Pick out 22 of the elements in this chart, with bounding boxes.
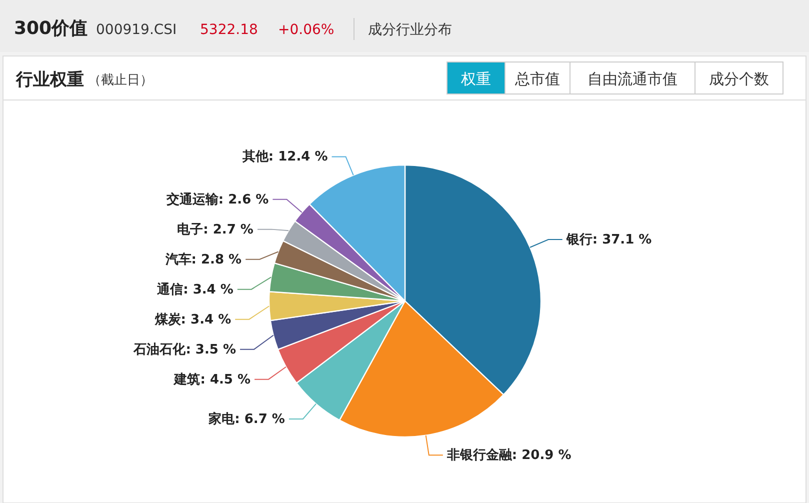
text: 000919.CSI (96, 22, 177, 38)
slice-label: 交通运输: 2.6 % (165, 191, 269, 208)
slice-label: 电子: 2.7 % (177, 222, 254, 238)
slice-label: 建筑: 4.5 % (173, 372, 251, 388)
slice-label: 石油石化: 3.5 % (132, 342, 236, 358)
slice-label: 家电: 6.7 % (208, 410, 285, 427)
slice-label: 汽车: 2.8 % (164, 251, 242, 268)
text: 5322.18 (200, 22, 258, 38)
text: 权重 (460, 70, 491, 88)
slice-label: 煤炭: 3.4 % (154, 312, 232, 328)
text: 总市值 (514, 70, 560, 88)
text: 自由流通市值 (588, 70, 678, 88)
slice-label: 银行: 37.1 % (565, 232, 652, 248)
slice-label: 其他: 12.4 % (241, 150, 328, 165)
text: 300价值 (14, 18, 88, 39)
chart-subtitle: （截止日） (88, 73, 153, 88)
slice-label: 非银行金融: 20.9 % (446, 448, 572, 464)
chart-title: 行业权重 (15, 70, 84, 90)
slice-label: 通信: 3.4 % (156, 281, 234, 298)
text: 成分个数 (709, 70, 769, 88)
text: 成分行业分布 (368, 22, 452, 38)
text: +0.06% (278, 22, 334, 38)
